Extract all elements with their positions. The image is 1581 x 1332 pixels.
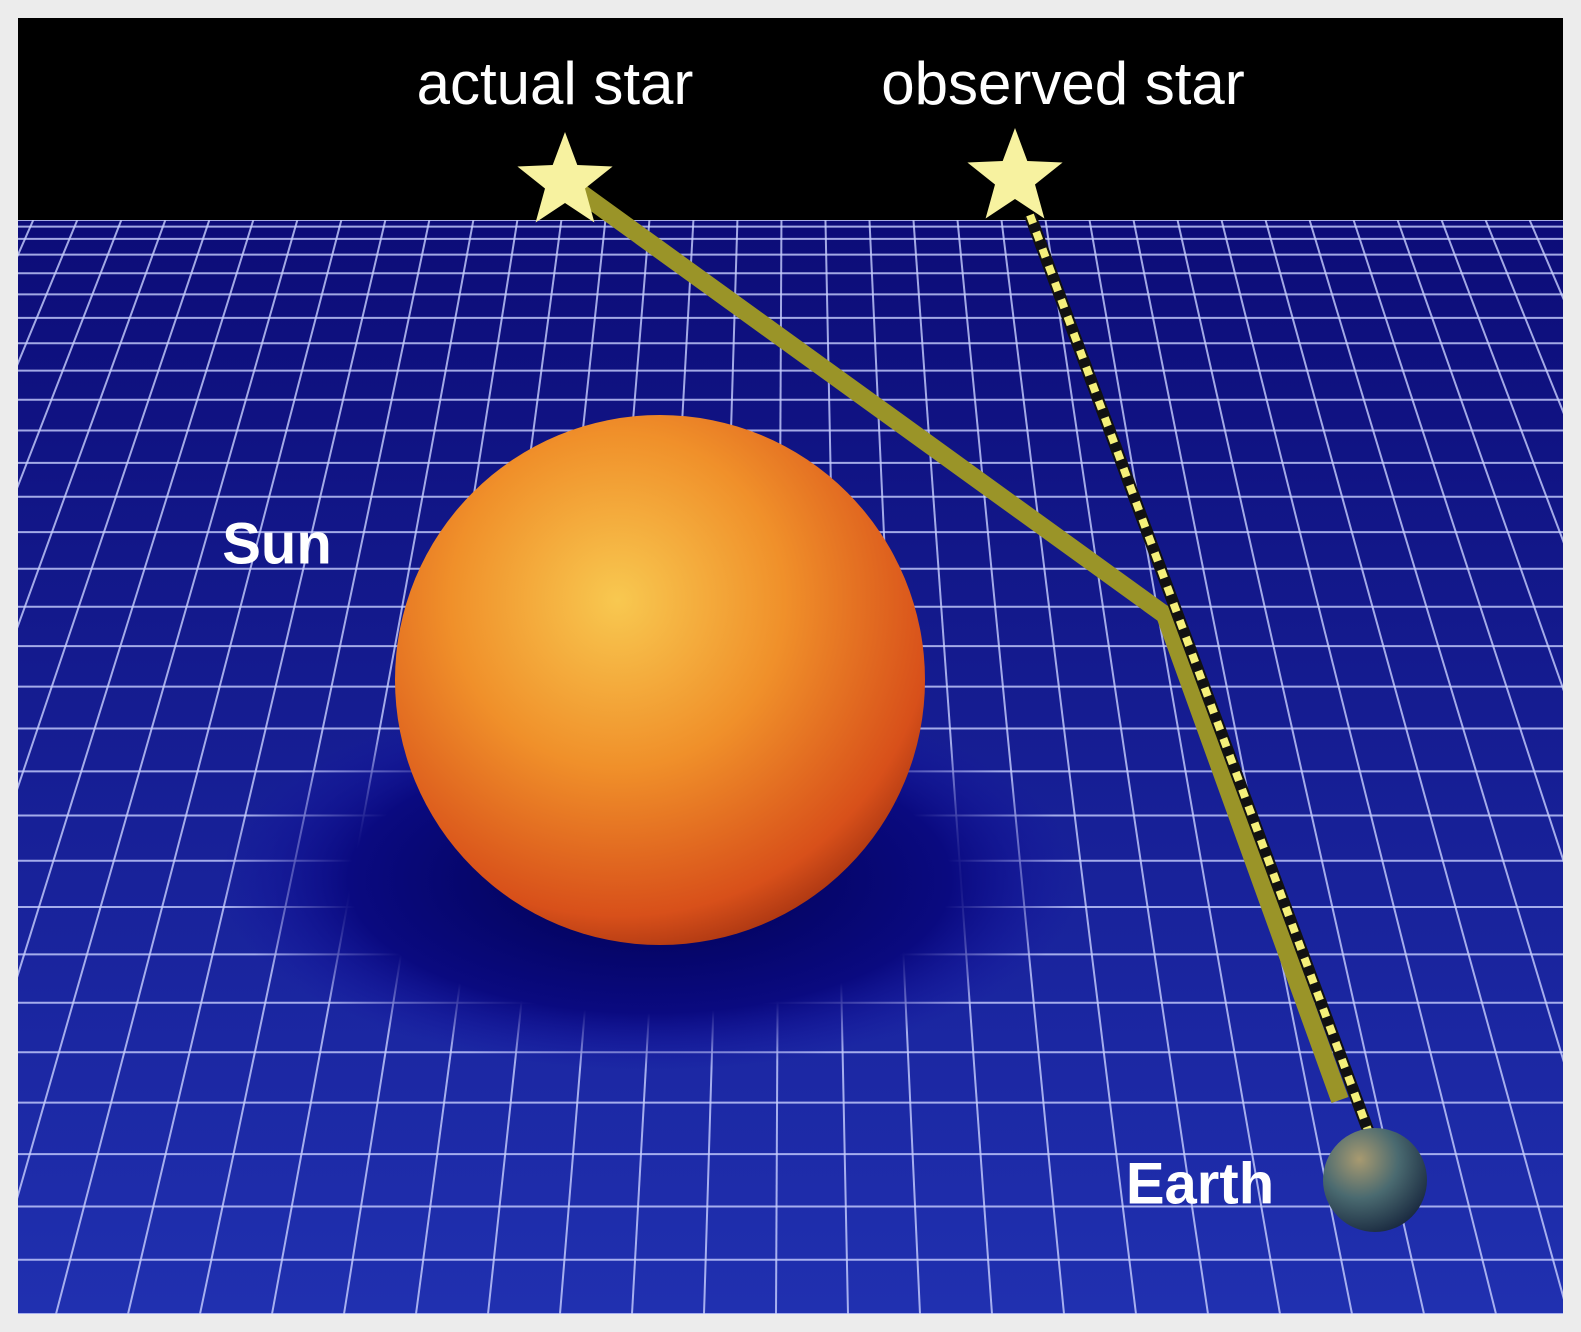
observed-star-label: observed star bbox=[881, 50, 1245, 117]
sun bbox=[395, 415, 925, 945]
earth bbox=[1323, 1128, 1427, 1232]
actual-star-label: actual star bbox=[417, 50, 694, 117]
sun-label: Sun bbox=[222, 511, 332, 576]
sky bbox=[18, 18, 1563, 220]
earth-label: Earth bbox=[1126, 1151, 1274, 1216]
gravitational-lensing-diagram: actual star observed star Sun Earth bbox=[0, 0, 1581, 1332]
